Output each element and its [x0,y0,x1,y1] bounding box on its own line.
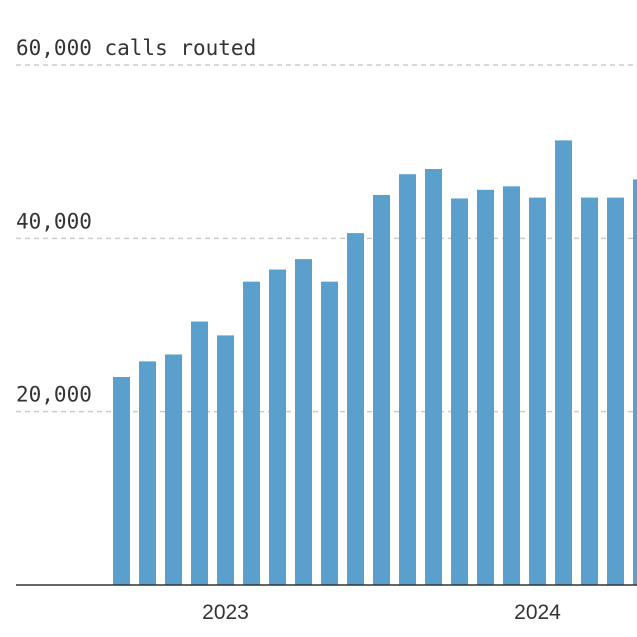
bar [529,197,546,585]
x-tick-label: 2024 [514,601,561,624]
bar [113,377,130,585]
x-tick-label: 2023 [202,601,249,624]
tick-labels: 60,000 calls routed 40,000 20,000 2023 2024 [16,36,561,624]
bar [191,321,208,585]
y-tick-label: 20,000 [16,383,92,407]
bar [269,269,286,585]
bar [399,174,416,585]
bar [503,186,520,586]
y-tick-label: 60,000 calls routed [16,36,256,60]
bar [217,335,234,585]
bar [477,189,494,586]
bar [243,281,260,585]
bar [451,198,468,585]
bar [373,195,390,585]
bars [113,140,637,586]
bar [295,259,312,585]
bar [581,197,598,585]
bar [347,233,364,585]
bar [633,179,637,585]
y-tick-label: 40,000 [16,209,92,233]
bar [165,354,182,585]
bar [139,361,156,585]
bar [607,197,624,585]
bar [425,169,442,585]
bar [321,281,338,585]
bar [555,140,572,585]
